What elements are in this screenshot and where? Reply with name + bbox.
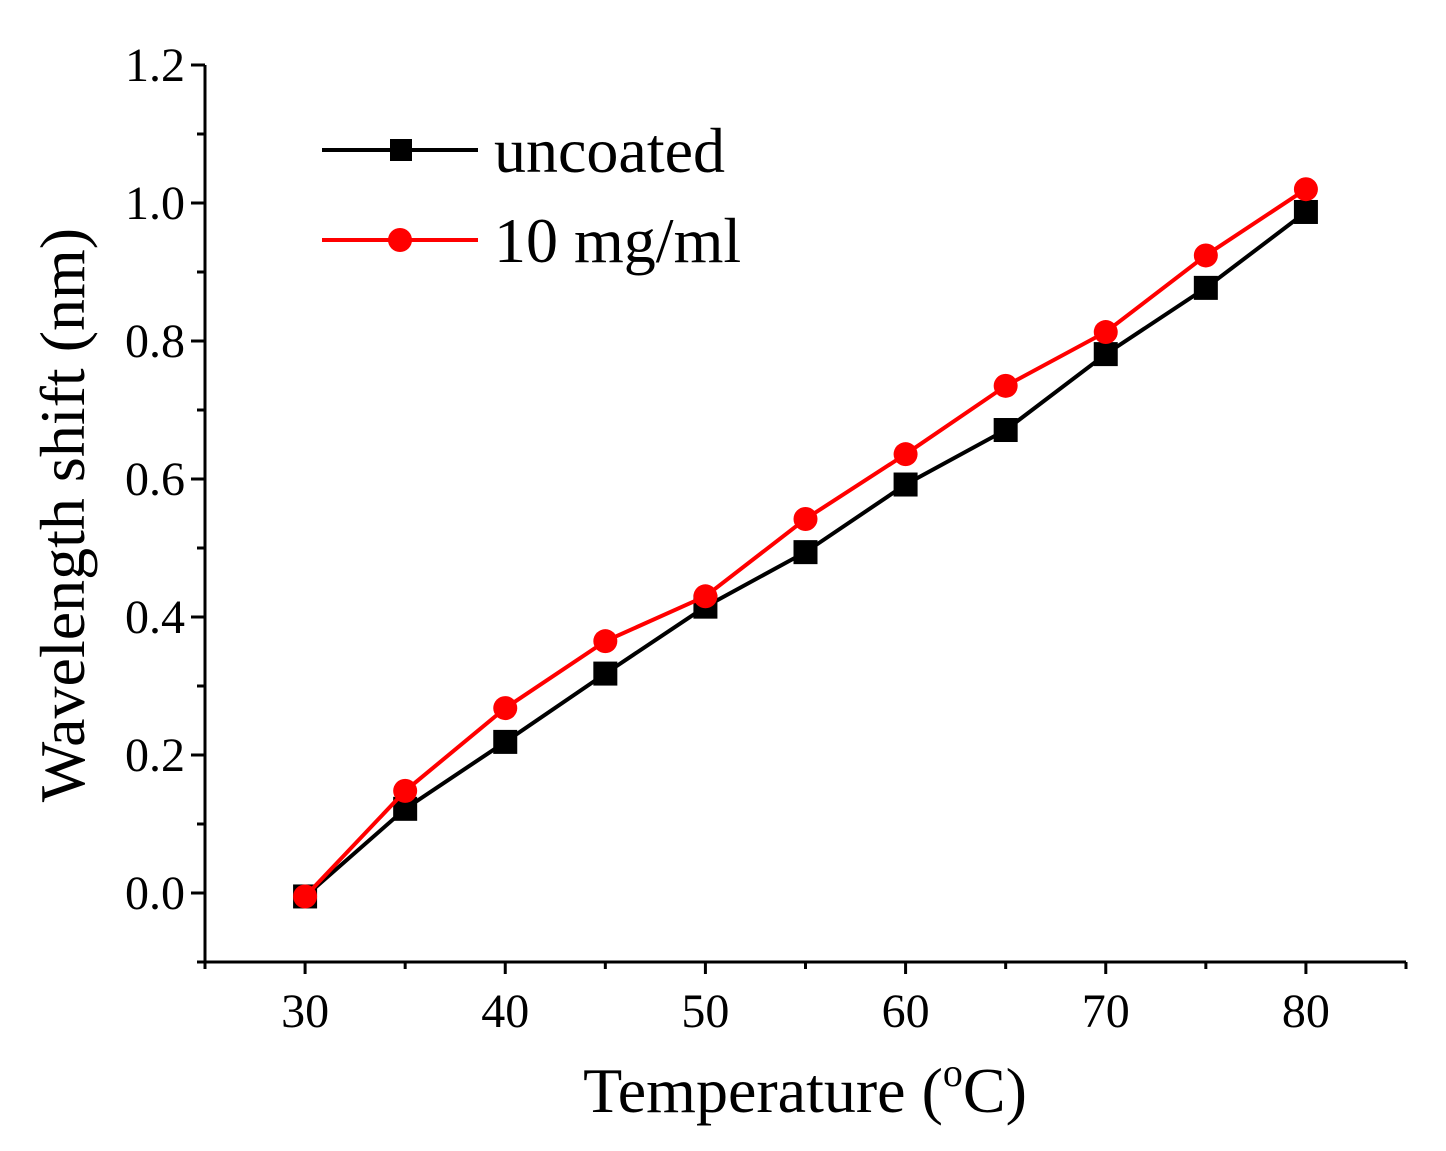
data-point-circle — [593, 629, 618, 654]
legend-marker-circle — [388, 228, 412, 252]
data-point-square — [593, 661, 618, 686]
data-point-circle — [893, 442, 918, 467]
data-point-square — [793, 540, 818, 565]
ticks: 30 40 50 60 70 80 0.0 0.2 0.4 0.6 0.8 1.0 1.2 — [125, 39, 1408, 1038]
data-point-square — [893, 472, 918, 497]
data-point-circle — [293, 884, 318, 909]
data-point-circle — [393, 778, 418, 803]
x-tick-label: 70 — [1082, 985, 1130, 1038]
data-point-circle — [693, 584, 718, 609]
x-tick-label: 80 — [1282, 985, 1330, 1038]
y-axis-title: Wavelength shift (nm) — [27, 228, 98, 802]
data-point-square — [993, 418, 1018, 443]
data-point-circle — [1193, 243, 1218, 268]
data-point-square — [1193, 275, 1218, 300]
legend-marker-square — [390, 139, 412, 161]
data-point-circle — [493, 696, 518, 721]
x-tick-label: 50 — [681, 985, 729, 1038]
x-tick-label: 30 — [281, 985, 329, 1038]
y-tick-label: 0.6 — [125, 453, 185, 506]
series-layer — [293, 177, 1318, 909]
y-tick-label: 1.2 — [125, 39, 185, 92]
y-tick-label: 0.0 — [125, 867, 185, 920]
data-point-circle — [793, 507, 818, 532]
x-axis-title: Temperature (oC) — [583, 1050, 1027, 1126]
y-tick-label: 0.8 — [125, 315, 185, 368]
y-tick-label: 1.0 — [125, 177, 185, 230]
legend: uncoated 10 mg/ml — [322, 115, 741, 276]
y-tick-label: 0.4 — [125, 591, 185, 644]
data-point-square — [1093, 342, 1118, 367]
data-point-square — [1293, 199, 1318, 224]
data-point-circle — [1293, 177, 1318, 202]
data-point-circle — [993, 373, 1018, 398]
data-point-circle — [1093, 320, 1118, 345]
legend-label: 10 mg/ml — [494, 205, 741, 276]
y-tick-label: 0.2 — [125, 729, 185, 782]
legend-label: uncoated — [494, 115, 725, 186]
data-point-square — [493, 729, 518, 754]
x-tick-label: 60 — [882, 985, 930, 1038]
x-tick-label: 40 — [481, 985, 529, 1038]
